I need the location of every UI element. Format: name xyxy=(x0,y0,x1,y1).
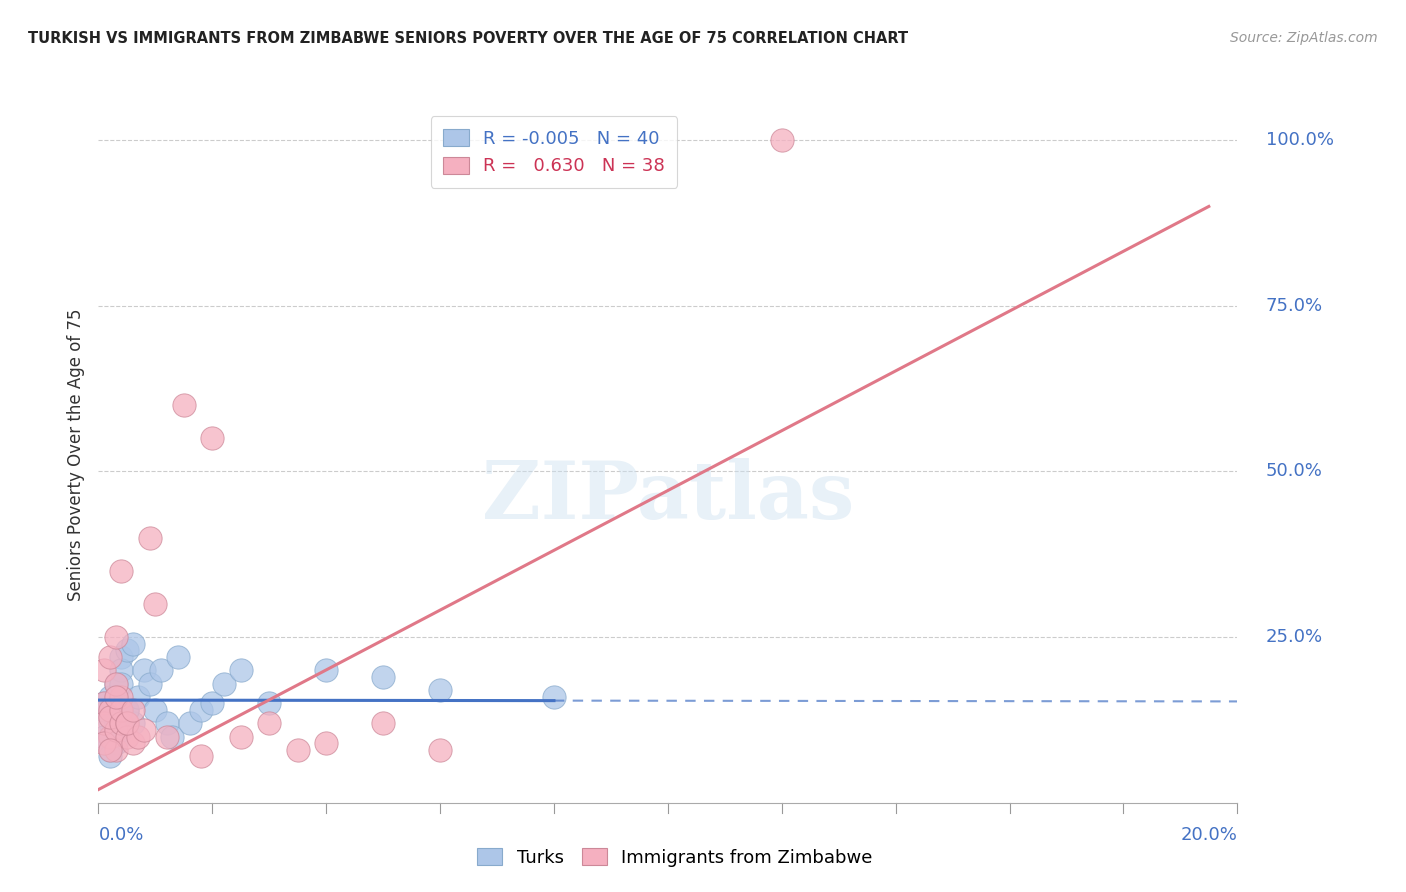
Legend: R = -0.005   N = 40, R =   0.630   N = 38: R = -0.005 N = 40, R = 0.630 N = 38 xyxy=(430,116,678,188)
Text: 50.0%: 50.0% xyxy=(1265,462,1323,481)
Point xyxy=(115,716,138,731)
Point xyxy=(104,709,127,723)
Point xyxy=(212,676,235,690)
Point xyxy=(201,697,224,711)
Point xyxy=(145,597,167,611)
Point xyxy=(110,663,132,677)
Point xyxy=(156,716,179,731)
Point xyxy=(287,743,309,757)
Point xyxy=(98,703,121,717)
Point xyxy=(373,670,395,684)
Text: 25.0%: 25.0% xyxy=(1265,628,1323,646)
Point xyxy=(98,690,121,704)
Point xyxy=(104,743,127,757)
Point xyxy=(93,663,115,677)
Point xyxy=(190,749,212,764)
Point xyxy=(98,730,121,744)
Point xyxy=(429,683,451,698)
Point xyxy=(132,663,155,677)
Point xyxy=(104,690,127,704)
Point xyxy=(98,716,121,731)
Point xyxy=(98,730,121,744)
Point xyxy=(98,743,121,757)
Text: 100.0%: 100.0% xyxy=(1265,131,1334,149)
Point xyxy=(93,736,115,750)
Point xyxy=(145,703,167,717)
Point xyxy=(93,703,115,717)
Text: 0.0%: 0.0% xyxy=(98,826,143,844)
Point xyxy=(115,716,138,731)
Point xyxy=(179,716,201,731)
Point xyxy=(115,703,138,717)
Point xyxy=(162,730,184,744)
Point xyxy=(156,730,179,744)
Point xyxy=(229,663,252,677)
Point xyxy=(110,650,132,665)
Point xyxy=(770,133,793,147)
Y-axis label: Seniors Poverty Over the Age of 75: Seniors Poverty Over the Age of 75 xyxy=(66,309,84,601)
Point xyxy=(373,716,395,731)
Point xyxy=(132,723,155,737)
Point xyxy=(190,703,212,717)
Point xyxy=(115,730,138,744)
Point xyxy=(429,743,451,757)
Point xyxy=(115,703,138,717)
Point xyxy=(93,716,115,731)
Point xyxy=(104,676,127,690)
Point xyxy=(121,736,143,750)
Point xyxy=(98,650,121,665)
Point xyxy=(543,690,565,704)
Point xyxy=(104,630,127,644)
Point xyxy=(173,398,195,412)
Point xyxy=(259,716,281,731)
Point xyxy=(93,697,115,711)
Point xyxy=(93,697,115,711)
Point xyxy=(138,676,160,690)
Text: Source: ZipAtlas.com: Source: ZipAtlas.com xyxy=(1230,31,1378,45)
Point xyxy=(167,650,190,665)
Text: 75.0%: 75.0% xyxy=(1265,297,1323,315)
Point xyxy=(201,431,224,445)
Point xyxy=(259,697,281,711)
Point xyxy=(121,703,143,717)
Text: TURKISH VS IMMIGRANTS FROM ZIMBABWE SENIORS POVERTY OVER THE AGE OF 75 CORRELATI: TURKISH VS IMMIGRANTS FROM ZIMBABWE SENI… xyxy=(28,31,908,46)
Point xyxy=(315,736,337,750)
Point xyxy=(315,663,337,677)
Point xyxy=(229,730,252,744)
Point xyxy=(98,743,121,757)
Point xyxy=(104,676,127,690)
Point xyxy=(110,703,132,717)
Point xyxy=(110,564,132,578)
Point xyxy=(115,643,138,657)
Text: ZIPatlas: ZIPatlas xyxy=(482,458,853,536)
Point xyxy=(110,716,132,731)
Point xyxy=(98,749,121,764)
Point xyxy=(93,730,115,744)
Legend: Turks, Immigrants from Zimbabwe: Turks, Immigrants from Zimbabwe xyxy=(470,841,880,874)
Point xyxy=(110,676,132,690)
Point xyxy=(110,723,132,737)
Point xyxy=(121,637,143,651)
Point xyxy=(104,690,127,704)
Point xyxy=(110,690,132,704)
Point xyxy=(150,663,173,677)
Point xyxy=(98,709,121,723)
Text: 20.0%: 20.0% xyxy=(1181,826,1237,844)
Point xyxy=(138,531,160,545)
Point xyxy=(104,736,127,750)
Point xyxy=(127,730,149,744)
Point xyxy=(104,716,127,731)
Point xyxy=(104,723,127,737)
Point xyxy=(127,690,149,704)
Point xyxy=(121,716,143,731)
